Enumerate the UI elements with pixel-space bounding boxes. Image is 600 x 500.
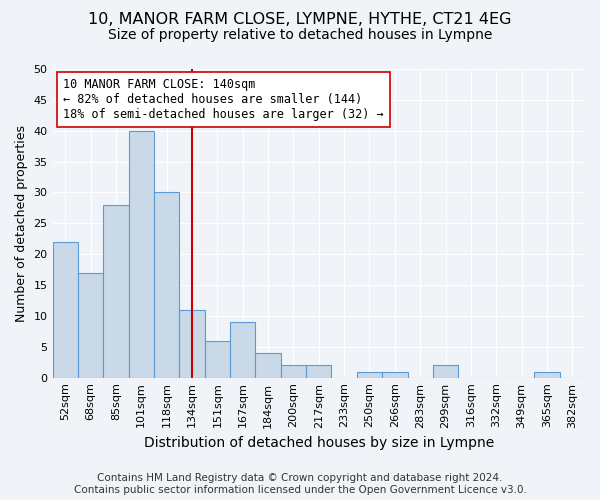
Bar <box>78 272 103 378</box>
Text: 10 MANOR FARM CLOSE: 140sqm
← 82% of detached houses are smaller (144)
18% of se: 10 MANOR FARM CLOSE: 140sqm ← 82% of det… <box>63 78 384 122</box>
Bar <box>534 372 560 378</box>
Bar <box>306 366 331 378</box>
Bar <box>256 353 281 378</box>
Bar <box>357 372 382 378</box>
Text: Contains HM Land Registry data © Crown copyright and database right 2024.
Contai: Contains HM Land Registry data © Crown c… <box>74 474 526 495</box>
Bar <box>382 372 407 378</box>
Bar <box>179 310 205 378</box>
Text: Size of property relative to detached houses in Lympne: Size of property relative to detached ho… <box>108 28 492 42</box>
Bar <box>154 192 179 378</box>
Bar <box>281 366 306 378</box>
X-axis label: Distribution of detached houses by size in Lympne: Distribution of detached houses by size … <box>143 436 494 450</box>
Bar <box>433 366 458 378</box>
Text: 10, MANOR FARM CLOSE, LYMPNE, HYTHE, CT21 4EG: 10, MANOR FARM CLOSE, LYMPNE, HYTHE, CT2… <box>88 12 512 28</box>
Bar <box>205 340 230 378</box>
Bar <box>53 242 78 378</box>
Bar <box>230 322 256 378</box>
Bar <box>128 130 154 378</box>
Y-axis label: Number of detached properties: Number of detached properties <box>15 125 28 322</box>
Bar <box>103 205 128 378</box>
